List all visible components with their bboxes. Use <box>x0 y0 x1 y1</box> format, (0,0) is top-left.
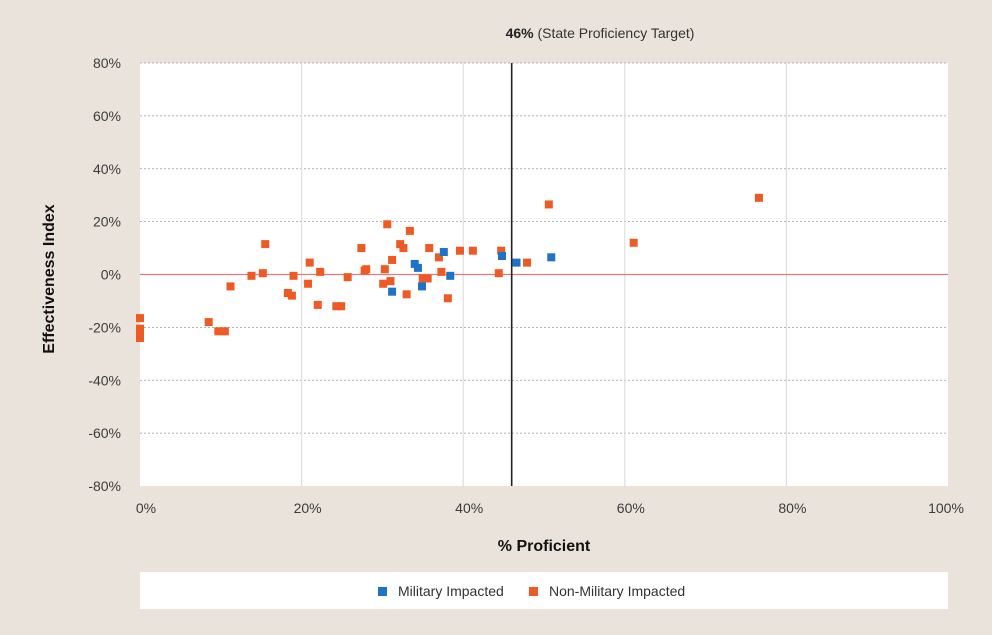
x-tick-label: 100% <box>928 500 964 516</box>
point-non-military-impacted <box>362 265 371 274</box>
data-points <box>136 193 763 342</box>
point-non-military-impacted <box>380 265 389 274</box>
point-non-military-impacted <box>497 246 506 255</box>
point-non-military-impacted <box>443 294 452 303</box>
legend: Military Impacted Non-Military Impacted <box>378 583 685 599</box>
y-tick-labels: 80% 60% 40% 20% 0% -20% -40% -60% -80% <box>88 55 121 494</box>
point-military-impacted <box>413 263 422 272</box>
point-non-military-impacted <box>204 318 213 327</box>
point-non-military-impacted <box>383 220 392 229</box>
legend-box <box>140 572 948 609</box>
point-non-military-impacted <box>287 291 296 300</box>
point-non-military-impacted <box>423 274 432 283</box>
point-non-military-impacted <box>247 271 256 280</box>
point-non-military-impacted <box>304 279 313 288</box>
y-tick-label: 40% <box>93 161 121 177</box>
point-non-military-impacted <box>468 246 477 255</box>
legend-swatch-non-military <box>529 587 538 596</box>
point-non-military-impacted <box>455 246 464 255</box>
point-non-military-impacted <box>136 314 144 323</box>
y-tick-label: 20% <box>93 214 121 230</box>
point-non-military-impacted <box>258 269 267 278</box>
y-tick-label: -20% <box>88 319 121 335</box>
point-non-military-impacted <box>337 302 346 311</box>
point-non-military-impacted <box>434 253 443 262</box>
point-non-military-impacted <box>386 277 395 286</box>
point-non-military-impacted <box>214 327 223 336</box>
point-non-military-impacted <box>418 274 427 283</box>
point-non-military-impacted <box>399 244 408 253</box>
y-tick-label: -60% <box>88 425 121 441</box>
point-non-military-impacted <box>629 238 638 247</box>
reference-line-label: 46% (State Proficiency Target) <box>506 25 695 41</box>
x-tick-label: 60% <box>617 500 645 516</box>
x-tick-label: 20% <box>294 500 322 516</box>
legend-label-non-military: Non-Military Impacted <box>549 583 685 599</box>
point-non-military-impacted <box>305 258 314 267</box>
point-military-impacted <box>446 271 455 280</box>
point-military-impacted <box>417 282 426 291</box>
point-military-impacted <box>512 258 521 267</box>
x-tick-label: 0% <box>136 500 156 516</box>
point-non-military-impacted <box>226 282 235 291</box>
point-non-military-impacted <box>136 324 144 333</box>
point-non-military-impacted <box>313 300 322 309</box>
point-non-military-impacted <box>437 267 446 276</box>
y-axis-title: Effectiveness Index <box>41 204 58 354</box>
x-axis-title: % Proficient <box>498 538 591 555</box>
point-military-impacted <box>439 248 448 257</box>
y-tick-label: -80% <box>88 478 121 494</box>
point-non-military-impacted <box>523 258 532 267</box>
y-tick-label: 0% <box>101 267 121 283</box>
point-non-military-impacted <box>379 279 388 288</box>
point-military-impacted <box>497 251 506 260</box>
legend-label-military: Military Impacted <box>398 583 504 599</box>
point-non-military-impacted <box>425 244 434 253</box>
y-tick-label: -40% <box>88 372 121 388</box>
point-non-military-impacted <box>402 290 411 299</box>
x-tick-label: 40% <box>455 500 483 516</box>
point-non-military-impacted <box>220 327 229 336</box>
y-tick-label: 60% <box>93 108 121 124</box>
point-non-military-impacted <box>289 271 298 280</box>
point-non-military-impacted <box>544 200 553 209</box>
legend-swatch-military <box>378 587 387 596</box>
point-non-military-impacted <box>316 267 325 276</box>
point-non-military-impacted <box>283 289 292 298</box>
point-military-impacted <box>547 253 556 262</box>
y-tick-label: 80% <box>93 55 121 71</box>
point-military-impacted <box>388 287 397 296</box>
x-tick-labels: 0% 20% 40% 60% 80% 100% <box>136 500 964 516</box>
reference-caption: (State Proficiency Target) <box>538 25 695 41</box>
point-non-military-impacted <box>136 333 144 342</box>
point-non-military-impacted <box>343 273 352 282</box>
point-non-military-impacted <box>494 269 503 278</box>
point-non-military-impacted <box>754 193 763 202</box>
reference-value: 46% <box>506 25 535 41</box>
point-non-military-impacted <box>332 302 341 311</box>
point-non-military-impacted <box>357 244 366 253</box>
point-non-military-impacted <box>405 226 414 235</box>
point-non-military-impacted <box>388 255 397 264</box>
x-tick-label: 80% <box>778 500 806 516</box>
point-non-military-impacted <box>261 240 270 249</box>
